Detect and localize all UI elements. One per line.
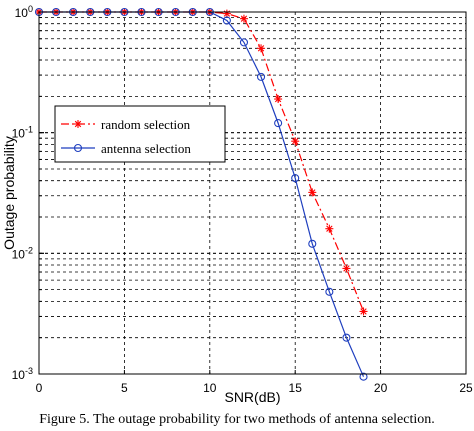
y-tick-label: 10-1 (12, 125, 33, 141)
data-point (274, 119, 283, 128)
grid-lines (39, 12, 466, 374)
data-point (239, 38, 249, 47)
y-tick-label: 10-3 (12, 366, 33, 382)
x-tick-label: 5 (121, 381, 128, 395)
y-tick-label: 10-2 (12, 245, 33, 261)
figure-caption: Figure 5. The outage probability for two… (39, 412, 435, 427)
x-tick-label: 20 (374, 381, 388, 395)
data-point (239, 14, 248, 23)
data-point (342, 264, 351, 273)
x-tick-label: 10 (203, 381, 217, 395)
data-point (274, 95, 283, 104)
data-point (222, 9, 231, 18)
data-point (257, 44, 266, 53)
y-tick-label: 100 (15, 4, 33, 20)
data-point (325, 287, 334, 296)
legend: random selection antenna selection (54, 105, 226, 163)
data-point (291, 174, 300, 183)
legend-box (54, 105, 226, 163)
legend-marker (73, 143, 83, 153)
data-point (256, 72, 266, 81)
x-tick-label: 15 (289, 381, 303, 395)
data-point (325, 224, 334, 233)
x-tick-label: 25 (459, 381, 473, 395)
x-tick-label: 0 (36, 381, 43, 395)
data-point (291, 137, 300, 146)
outage-probability-chart: 0 5 10 15 20 25 100 10-1 10-2 10-3 random selecti… (1, 4, 473, 405)
series-layer (34, 7, 368, 381)
data-point (308, 239, 317, 248)
legend-label: random selection (101, 117, 191, 132)
y-axis-label: Outage probability (1, 136, 17, 250)
legend-label: antenna selection (101, 141, 191, 156)
plot-area-frame (38, 11, 467, 375)
x-axis-label: SNR(dB) (224, 389, 280, 405)
axis-ticks: 0 5 10 15 20 25 100 10-1 10-2 10-3 (12, 4, 473, 395)
legend-marker (74, 120, 82, 128)
data-point (342, 333, 351, 342)
data-point (308, 188, 317, 197)
data-point (359, 307, 368, 316)
data-point (222, 16, 231, 25)
data-point (359, 372, 368, 381)
